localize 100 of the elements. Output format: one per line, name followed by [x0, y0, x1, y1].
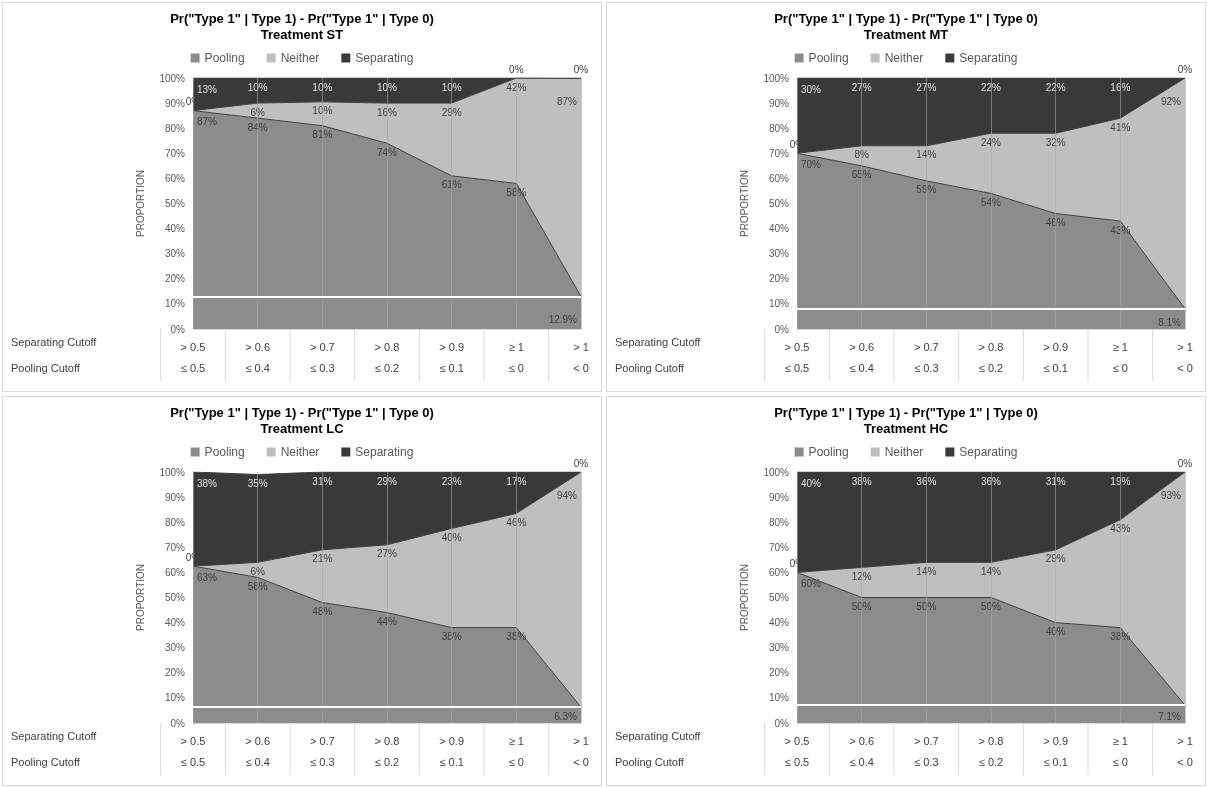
- data-label: 8.1%: [1158, 316, 1182, 328]
- data-label: 46%: [1045, 217, 1066, 229]
- data-label: 63%: [197, 571, 218, 583]
- data-label: 32%: [1045, 136, 1066, 148]
- x-tick-label: > 0.8: [374, 734, 400, 747]
- data-label: 21%: [312, 553, 333, 565]
- y-tick-label: 50%: [164, 592, 186, 603]
- x-tick-label: > 0.8: [978, 340, 1004, 353]
- data-label: 81%: [312, 129, 333, 141]
- text: Separating Cutoff: [615, 335, 702, 348]
- x-tick-label: ≥ 1: [508, 734, 524, 747]
- y-tick-label: 30%: [164, 642, 186, 654]
- data-label: 36%: [980, 475, 1002, 487]
- data-label: 14%: [916, 149, 937, 161]
- legend-label: Neither: [280, 445, 320, 459]
- y-tick-label: 70%: [768, 147, 790, 159]
- y-tick-label: 40%: [768, 617, 790, 629]
- data-label: 42%: [506, 81, 527, 93]
- data-label: 43%: [1110, 523, 1131, 535]
- legend-label: Pooling: [808, 51, 849, 65]
- data-label: 38%: [441, 631, 462, 643]
- data-label: 29%: [1045, 553, 1066, 565]
- y-tick-label: 50%: [164, 198, 186, 209]
- data-label: 27%: [851, 81, 872, 93]
- x-tick-label: > 0.9: [439, 340, 465, 353]
- y-tick-label: 50%: [768, 198, 790, 209]
- y-tick-label: 0%: [170, 323, 186, 335]
- y-tick-label: 20%: [768, 667, 790, 679]
- data-label: 22%: [980, 81, 1002, 93]
- y-tick-label: 50%: [768, 592, 790, 603]
- y-tick-label: 10%: [164, 298, 186, 310]
- x-tick-label: > 1: [1177, 734, 1193, 747]
- data-label: 50%: [851, 601, 872, 612]
- data-label: 44%: [376, 616, 398, 628]
- text: Pooling Cutoff: [11, 361, 81, 374]
- data-label: 29%: [376, 475, 398, 487]
- x-tick-label: > 0.7: [309, 734, 335, 747]
- data-label: 87%: [197, 116, 218, 128]
- data-label: 13%: [197, 83, 218, 95]
- x-tick-label: > 0.6: [849, 340, 875, 353]
- data-label: 10%: [441, 81, 462, 93]
- data-label: 10%: [312, 81, 333, 93]
- data-label: 10%: [376, 81, 398, 93]
- data-label: 38%: [506, 631, 527, 643]
- data-label: 0%: [1177, 457, 1193, 469]
- y-tick-label: 40%: [164, 223, 186, 235]
- data-label: 87%: [556, 95, 578, 107]
- y-tick-label: 70%: [768, 541, 790, 553]
- text: ≤ 0.3: [914, 756, 939, 768]
- x-tick-label: > 0.9: [439, 734, 465, 747]
- data-label: 16%: [376, 106, 398, 118]
- text: < 0: [573, 362, 589, 374]
- x-tick-label: > 0.6: [245, 340, 271, 353]
- legend-label: Separating: [355, 51, 414, 65]
- y-tick-label: 70%: [164, 147, 186, 159]
- legend-label: Separating: [959, 51, 1018, 65]
- y-tick-label: 90%: [768, 491, 790, 503]
- x-tick-label: > 0.5: [784, 340, 810, 353]
- data-label: 14%: [980, 565, 1002, 577]
- text: ≤ 0: [1112, 362, 1128, 374]
- data-label: 6.3%: [554, 710, 578, 722]
- x-tick-label: > 0.9: [1043, 340, 1069, 353]
- text: ≤ 0.5: [784, 756, 810, 768]
- data-label: 29%: [441, 106, 462, 118]
- chart-title: Pr("Type 1" | Type 1) - Pr("Type 1" | Type 0): [170, 11, 434, 26]
- y-axis-title: PROPORTION: [738, 169, 750, 238]
- text: ≤ 0.5: [180, 756, 206, 768]
- data-label: 31%: [1045, 475, 1066, 487]
- data-label: 8%: [854, 149, 869, 161]
- text: ≤ 0.4: [849, 362, 874, 374]
- data-label: 74%: [376, 146, 398, 158]
- y-axis-title: PROPORTION: [134, 563, 146, 632]
- text: ≤ 0.4: [849, 756, 874, 768]
- y-tick-label: 30%: [768, 642, 790, 654]
- data-label: 40%: [441, 531, 462, 543]
- y-tick-label: 40%: [164, 617, 186, 629]
- data-label: 54%: [980, 196, 1002, 208]
- data-label: 0%: [509, 63, 524, 75]
- data-label: 0%: [573, 457, 589, 469]
- text: Pooling Cutoff: [615, 361, 685, 374]
- chart-title: Pr("Type 1" | Type 1) - Pr("Type 1" | Type 0): [774, 11, 1038, 26]
- y-tick-label: 100%: [159, 72, 186, 84]
- text: < 0: [573, 756, 589, 768]
- text: ≤ 0.4: [245, 362, 270, 374]
- y-tick-label: 100%: [763, 466, 790, 478]
- text: ≤ 0.1: [439, 756, 464, 768]
- data-label: 59%: [916, 184, 937, 196]
- data-label: 50%: [980, 601, 1002, 612]
- y-tick-label: 30%: [768, 248, 790, 260]
- data-label: 12.9%: [548, 314, 578, 326]
- data-label: 23%: [441, 475, 462, 487]
- text: < 0: [1177, 362, 1193, 374]
- data-label: 38%: [197, 477, 218, 489]
- data-label: 38%: [1110, 631, 1131, 643]
- chart-subtitle: Treatment LC: [260, 421, 345, 436]
- x-tick-label: > 0.5: [180, 734, 206, 747]
- legend-label: Neither: [884, 445, 924, 459]
- data-label: 12%: [851, 570, 872, 582]
- chart-subtitle: Treatment ST: [260, 27, 344, 42]
- text: Separating Cutoff: [615, 729, 702, 742]
